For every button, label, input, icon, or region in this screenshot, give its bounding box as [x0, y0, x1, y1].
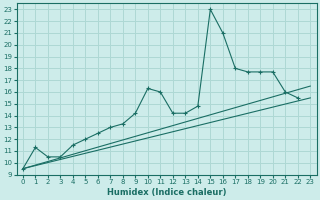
- X-axis label: Humidex (Indice chaleur): Humidex (Indice chaleur): [107, 188, 226, 197]
